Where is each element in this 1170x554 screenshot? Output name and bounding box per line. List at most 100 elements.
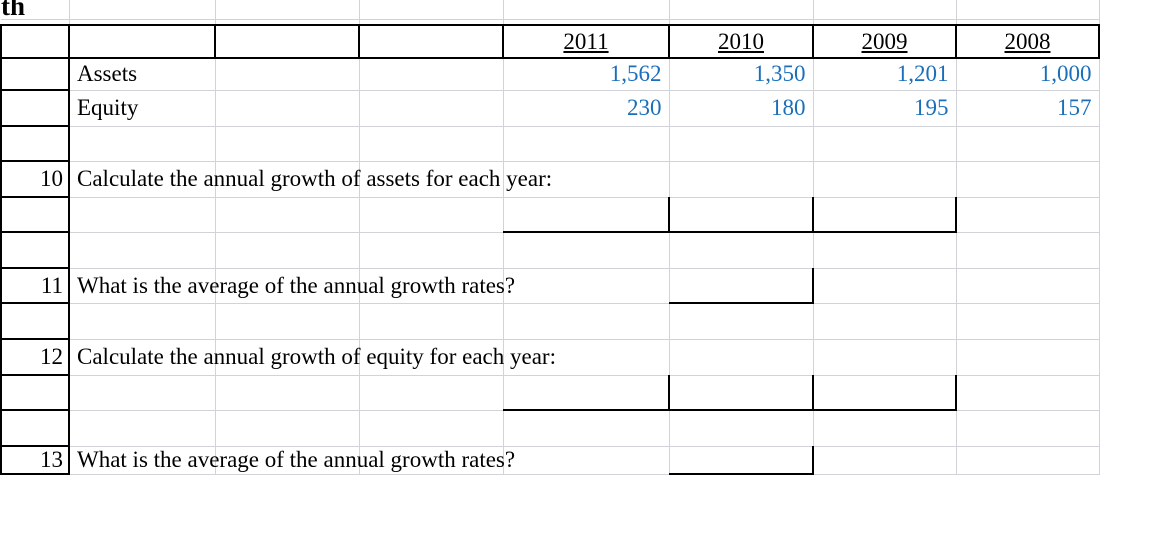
cell[interactable] <box>0 89 70 127</box>
assets-value-2008[interactable]: 1,000 <box>955 57 1100 91</box>
cell[interactable] <box>358 302 504 340</box>
cell[interactable] <box>68 24 216 59</box>
cell[interactable] <box>502 160 670 198</box>
cell[interactable] <box>68 231 216 269</box>
equity-value-2009[interactable]: 195 <box>812 89 957 127</box>
cell[interactable] <box>214 374 360 411</box>
cell[interactable] <box>0 125 70 162</box>
cell[interactable] <box>0 409 70 447</box>
cell[interactable] <box>68 374 216 411</box>
cell[interactable] <box>0 196 70 233</box>
answer-box-q10-2011[interactable] <box>502 196 670 233</box>
answer-box-q10-2010[interactable] <box>668 196 814 233</box>
assets-value-2011[interactable]: 1,562 <box>502 57 670 91</box>
cell[interactable] <box>358 57 504 91</box>
cell[interactable] <box>502 445 670 475</box>
cell[interactable] <box>955 196 1100 233</box>
cell[interactable] <box>668 160 814 198</box>
year-header-2009[interactable]: 2009 <box>812 24 957 59</box>
cell[interactable] <box>955 125 1100 162</box>
cell[interactable] <box>358 24 504 59</box>
year-header-2011[interactable]: 2011 <box>502 24 670 59</box>
cell[interactable] <box>812 409 957 447</box>
equity-value-2010[interactable]: 180 <box>668 89 814 127</box>
row-number-13[interactable]: 13 <box>0 445 70 475</box>
cell[interactable] <box>358 267 504 304</box>
cell[interactable] <box>668 231 814 269</box>
answer-box-q12-2009[interactable] <box>812 374 957 411</box>
cell[interactable] <box>214 267 360 304</box>
cell[interactable] <box>955 267 1100 304</box>
cell[interactable] <box>214 57 360 91</box>
cell[interactable] <box>812 125 957 162</box>
cell[interactable] <box>68 409 216 447</box>
cell[interactable] <box>955 231 1100 269</box>
question-12-cell[interactable]: Calculate the annual growth of equity fo… <box>68 338 556 376</box>
cell[interactable] <box>0 231 70 269</box>
cell[interactable] <box>502 409 670 447</box>
cell[interactable] <box>668 409 814 447</box>
cell[interactable] <box>214 89 360 127</box>
answer-box-q11[interactable] <box>668 267 814 304</box>
cell[interactable] <box>812 160 957 198</box>
cell[interactable] <box>358 125 504 162</box>
cell[interactable] <box>358 409 504 447</box>
cell[interactable] <box>955 302 1100 340</box>
assets-value-2009[interactable]: 1,201 <box>812 57 957 91</box>
question-13-cell[interactable]: What is the average of the annual growth… <box>68 445 515 475</box>
cell[interactable] <box>358 160 504 198</box>
cell[interactable] <box>502 267 670 304</box>
cell[interactable] <box>214 231 360 269</box>
cell[interactable] <box>812 302 957 340</box>
cell[interactable] <box>812 445 957 475</box>
answer-box-q12-2011[interactable] <box>502 374 670 411</box>
cell[interactable] <box>214 24 360 59</box>
row-number-10[interactable]: 10 <box>0 160 70 198</box>
year-header-2008[interactable]: 2008 <box>955 24 1100 59</box>
row-number-12[interactable]: 12 <box>0 338 70 376</box>
cell[interactable] <box>214 302 360 340</box>
cell[interactable] <box>0 57 70 91</box>
cell[interactable] <box>955 374 1100 411</box>
cell[interactable] <box>358 89 504 127</box>
equity-label[interactable]: Equity <box>68 89 216 127</box>
cell[interactable] <box>358 196 504 233</box>
equity-value-2011[interactable]: 230 <box>502 89 670 127</box>
assets-label[interactable]: Assets <box>68 57 216 91</box>
cell[interactable] <box>955 445 1100 475</box>
cell[interactable] <box>668 302 814 340</box>
assets-value-2010[interactable]: 1,350 <box>668 57 814 91</box>
cell[interactable] <box>502 125 670 162</box>
cell[interactable] <box>68 125 216 162</box>
cell[interactable] <box>0 24 70 59</box>
cell[interactable] <box>214 196 360 233</box>
year-header-2010[interactable]: 2010 <box>668 24 814 59</box>
cell[interactable] <box>668 338 814 376</box>
cell[interactable] <box>214 409 360 447</box>
cell[interactable] <box>68 302 216 340</box>
answer-box-q13[interactable] <box>668 445 814 475</box>
question-11-cell[interactable]: What is the average of the annual growth… <box>68 267 515 304</box>
cell[interactable] <box>955 160 1100 198</box>
cell[interactable] <box>0 302 70 340</box>
cell[interactable] <box>0 374 70 411</box>
cell[interactable] <box>668 125 814 162</box>
cell[interactable] <box>358 231 504 269</box>
cell[interactable] <box>812 231 957 269</box>
cell[interactable] <box>502 231 670 269</box>
cell[interactable] <box>812 338 957 376</box>
question-10-cell[interactable]: Calculate the annual growth of assets fo… <box>68 160 552 198</box>
cell[interactable] <box>358 445 504 475</box>
cell[interactable] <box>68 196 216 233</box>
cell[interactable] <box>502 302 670 340</box>
cell[interactable] <box>214 160 360 198</box>
cell[interactable] <box>955 409 1100 447</box>
answer-box-q12-2010[interactable] <box>668 374 814 411</box>
row-number-11[interactable]: 11 <box>0 267 70 304</box>
answer-box-q10-2009[interactable] <box>812 196 957 233</box>
cell[interactable] <box>358 338 504 376</box>
cell[interactable] <box>214 445 360 475</box>
cell[interactable] <box>358 374 504 411</box>
cell[interactable] <box>812 267 957 304</box>
equity-value-2008[interactable]: 157 <box>955 89 1100 127</box>
